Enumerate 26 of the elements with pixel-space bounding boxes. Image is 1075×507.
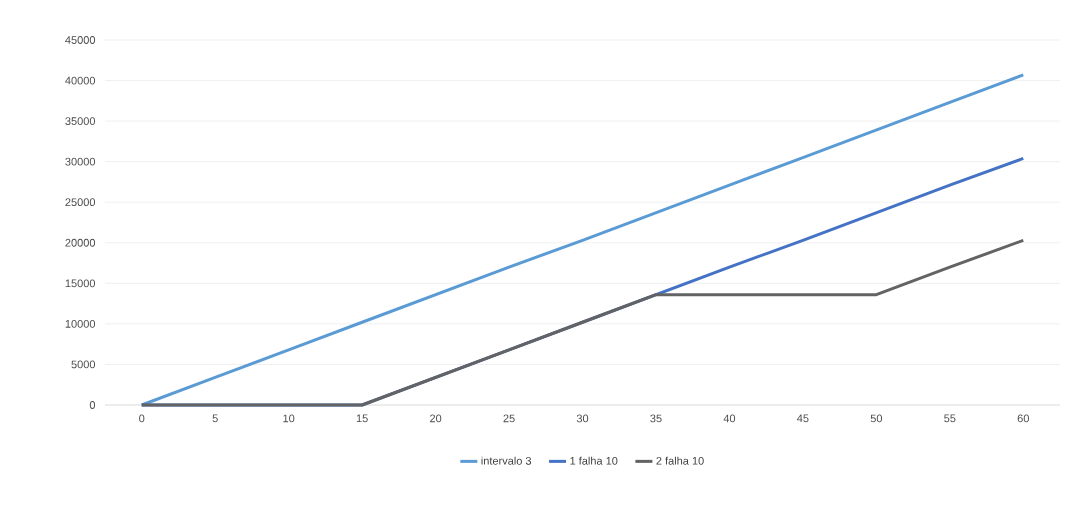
y-tick-label: 40000 bbox=[65, 76, 96, 85]
x-tick-label: 0 bbox=[139, 414, 145, 423]
x-tick-label: 20 bbox=[430, 414, 442, 423]
legend-label: intervalo 3 bbox=[481, 456, 532, 465]
x-tick-label: 60 bbox=[1017, 414, 1029, 423]
x-tick-label: 45 bbox=[797, 414, 809, 423]
x-tick-label: 25 bbox=[503, 414, 515, 423]
y-tick-label: 15000 bbox=[65, 279, 96, 288]
y-tick-label: 10000 bbox=[65, 319, 96, 328]
x-tick-label: 5 bbox=[212, 414, 218, 423]
x-tick-label: 40 bbox=[723, 414, 736, 423]
legend-label: 1 falha 10 bbox=[570, 456, 618, 465]
y-tick-label: 5000 bbox=[71, 360, 96, 369]
x-tick-label: 50 bbox=[870, 414, 883, 423]
x-tick-label: 30 bbox=[576, 414, 589, 423]
x-tick-label: 35 bbox=[650, 414, 662, 423]
y-tick-label: 0 bbox=[89, 401, 96, 409]
legend-label: 2 falha 10 bbox=[656, 456, 704, 465]
x-tick-label: 10 bbox=[283, 414, 295, 423]
y-tick-label: 25000 bbox=[65, 198, 96, 207]
x-tick-label: 55 bbox=[944, 414, 956, 423]
y-tick-label: 45000 bbox=[65, 36, 96, 44]
y-tick-label: 20000 bbox=[65, 238, 96, 247]
y-tick-label: 30000 bbox=[65, 157, 96, 166]
x-tick-label: 15 bbox=[356, 414, 368, 423]
y-tick-label: 35000 bbox=[65, 117, 96, 125]
